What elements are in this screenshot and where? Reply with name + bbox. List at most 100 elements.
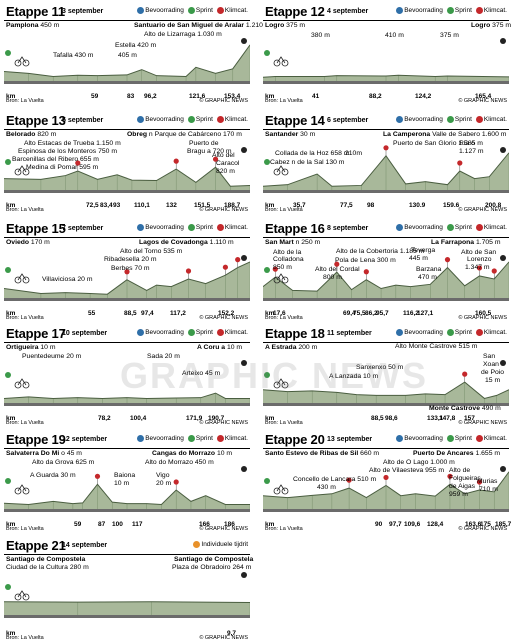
place-label: Xoan bbox=[483, 361, 499, 368]
stage-panel: Etappe 15 7 september Bevoorrading Sprint Kl… bbox=[4, 221, 250, 322]
place-label: A Estrada 200 m bbox=[265, 344, 318, 351]
sprint-icon bbox=[446, 224, 454, 231]
stage-date: 7 september bbox=[62, 225, 104, 232]
place-label: Puerto De Ancares 1.655 m bbox=[413, 450, 501, 457]
stage-date: 3 september bbox=[62, 8, 104, 15]
feed-zone-icon bbox=[396, 224, 404, 231]
finish-flag bbox=[241, 147, 247, 153]
km-tick-label: 186 bbox=[224, 521, 235, 528]
place-label: Barzana bbox=[416, 266, 442, 273]
climb-marker bbox=[444, 257, 451, 263]
legend-item: Bevoorrading bbox=[137, 224, 184, 231]
place-label: Pola de Lena 300 m bbox=[335, 257, 396, 264]
panel-footer: Bron: La Vuelta © GRAPHIC NEWS bbox=[263, 415, 509, 427]
legend-label: Sprint bbox=[195, 116, 213, 123]
panel-footer: Bron: La Vuelta © GRAPHIC NEWS bbox=[263, 202, 509, 214]
feed-zone-icon bbox=[137, 7, 145, 14]
legend-item: Bevoorrading bbox=[137, 7, 184, 14]
legend: Individuele tijdrit bbox=[193, 541, 248, 548]
panel-footer: Bron: La Vuelta © GRAPHIC NEWS bbox=[4, 202, 250, 214]
stage-header: Etappe 17 10 september Bevoorrading Sprint K… bbox=[4, 326, 250, 342]
stage-date: 14 september bbox=[62, 542, 108, 549]
km-tick-label: 98 bbox=[367, 202, 375, 209]
place-label: 20 m bbox=[156, 480, 172, 487]
finish-flag bbox=[500, 360, 506, 366]
km-axis-label: km bbox=[6, 521, 16, 528]
feed-zone-icon bbox=[137, 116, 145, 123]
legend-item: Klimcat. bbox=[475, 435, 507, 442]
climb-marker bbox=[491, 268, 497, 274]
finish-flag bbox=[241, 255, 247, 261]
place-label: Alto de la bbox=[273, 249, 302, 256]
stage-panel: Etappe 19 12 september Bevoorrading Sprint K… bbox=[4, 432, 250, 533]
place-label: 380 m bbox=[311, 32, 330, 39]
place-label: 10 m bbox=[114, 480, 130, 487]
place-label: Santander 30 m bbox=[265, 131, 316, 138]
km-tick-label: 100,4 bbox=[130, 415, 147, 422]
legend-item: Bevoorrading bbox=[137, 116, 184, 123]
legend-item: Klimcat. bbox=[216, 435, 248, 442]
stage-header: Etappe 18 11 september Bevoorrading Sprint K… bbox=[263, 326, 509, 342]
climb-marker bbox=[94, 473, 101, 479]
legend-label: Bevoorrading bbox=[404, 224, 443, 231]
source-note: Bron: La Vuelta bbox=[265, 207, 303, 213]
start-marker bbox=[5, 50, 11, 56]
place-label: Ribadesella 20 m bbox=[104, 256, 157, 263]
place-label: Plaza de Obradoiro 264 m bbox=[172, 564, 252, 571]
legend: Bevoorrading Sprint Klimcat. bbox=[137, 7, 248, 14]
credit: © GRAPHIC NEWS bbox=[199, 207, 248, 213]
sprint-icon bbox=[446, 435, 454, 442]
km-tick-label: 109,6 bbox=[404, 521, 421, 528]
km-tick-label: 147,8 bbox=[439, 415, 456, 422]
credit: © GRAPHIC NEWS bbox=[458, 98, 507, 104]
legend-item: Sprint bbox=[187, 435, 213, 442]
place-label: Alto Estacas de Trueba 1.150 m bbox=[24, 140, 121, 147]
cyclist-icon bbox=[14, 273, 30, 284]
km-axis: km 59 83 96,2 121,6 153,4 bbox=[4, 93, 250, 102]
profile-base bbox=[4, 190, 250, 193]
stage-header: Etappe 14 6 september Bevoorrading Sprint Kl… bbox=[263, 113, 509, 129]
place-label: Alto de Lizarraga 1.030 m bbox=[144, 31, 222, 38]
climb-marker bbox=[75, 160, 81, 166]
place-label: Murias bbox=[477, 478, 498, 485]
place-label: A Guarda 30 m bbox=[30, 472, 76, 479]
place-label: A Lanzada 10 m bbox=[329, 373, 379, 380]
legend-item: Sprint bbox=[446, 329, 472, 336]
legend-label: Klimcat. bbox=[224, 224, 248, 231]
stage-title: Etappe 17 bbox=[6, 326, 66, 341]
legend-item: Klimcat. bbox=[475, 7, 507, 14]
header-rule bbox=[4, 237, 250, 238]
km-tick-label: 83 bbox=[127, 93, 135, 100]
cyclist-icon bbox=[14, 165, 30, 176]
profile-line bbox=[4, 483, 250, 505]
legend-item: Individuele tijdrit bbox=[193, 541, 248, 548]
legend-label: Bevoorrading bbox=[404, 116, 443, 123]
place-label: Belorado 820 m bbox=[6, 131, 57, 138]
place-label: La Farrapona 1.705 m bbox=[431, 239, 501, 246]
legend-label: Klimcat. bbox=[483, 435, 507, 442]
legend-item: Bevoorrading bbox=[396, 435, 443, 442]
climb-marker bbox=[334, 261, 340, 267]
header-rule bbox=[4, 448, 250, 449]
sprint-icon bbox=[187, 116, 195, 123]
place-label: 15 m bbox=[485, 377, 501, 384]
legend-label: Klimcat. bbox=[483, 7, 507, 14]
elevation-profile bbox=[4, 466, 250, 512]
finish-flag bbox=[500, 38, 506, 44]
km-tick-label: 87 bbox=[98, 521, 106, 528]
stage-title: Etappe 12 bbox=[265, 4, 325, 19]
km-tick-label: 151,5 bbox=[194, 202, 211, 209]
legend-label: Sprint bbox=[454, 435, 472, 442]
legend-label: Bevoorrading bbox=[404, 7, 443, 14]
climb-marker bbox=[235, 257, 241, 263]
sprint-icon bbox=[187, 224, 195, 231]
panel-footer: Bron: La Vuelta © GRAPHIC NEWS bbox=[4, 93, 250, 105]
km-tick-label: 93 bbox=[113, 202, 121, 209]
km-tick-label: 41 bbox=[312, 93, 320, 100]
km-tick-label: 78,2 bbox=[98, 415, 111, 422]
climb-marker bbox=[476, 265, 483, 271]
place-label: Espinosa de los Monteros 750 m bbox=[18, 148, 117, 155]
km-axis: km 35,7 77,5 98 130.9 159.6 200.8 bbox=[263, 202, 509, 211]
legend-item: Sprint bbox=[187, 7, 213, 14]
km-axis-label: km bbox=[265, 521, 275, 528]
